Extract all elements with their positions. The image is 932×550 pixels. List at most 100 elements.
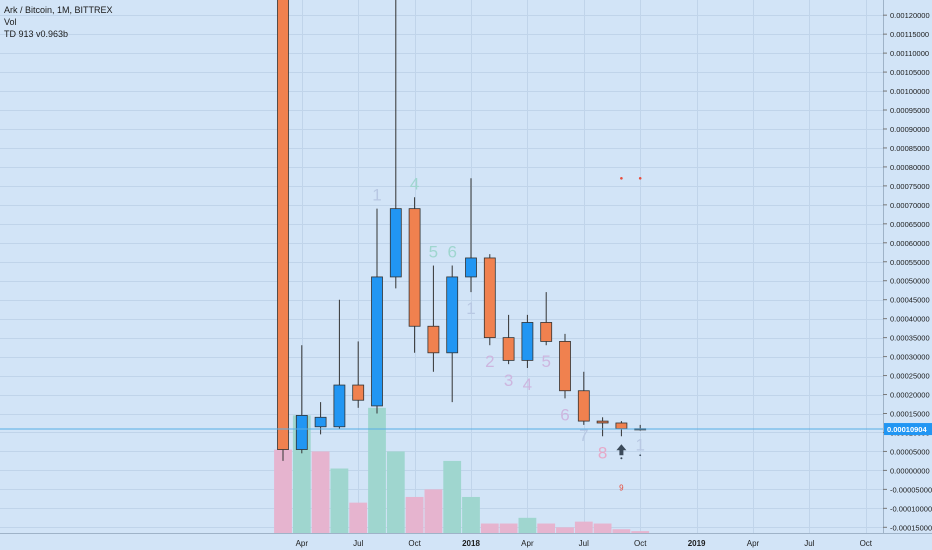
y-tick-label: 0.00000000 <box>890 466 930 475</box>
y-tick-label: 0.00120000 <box>890 11 930 20</box>
td-count-label: 4 <box>523 375 532 394</box>
x-tick-label: Apr <box>747 539 760 548</box>
y-tick-label: 0.00075000 <box>890 182 930 191</box>
volume-bar <box>368 407 386 533</box>
x-tick-label: Oct <box>634 539 647 548</box>
last-price-value: 0.00010904 <box>887 425 927 434</box>
last-price-badge <box>884 423 932 436</box>
td-resistance-dot <box>620 176 623 180</box>
candle-body <box>446 276 459 354</box>
y-tick-label: 0.00030000 <box>890 353 930 362</box>
candle-body <box>540 322 553 342</box>
candle-body <box>333 384 346 428</box>
y-tick-label: 0.00110000 <box>890 49 929 58</box>
y-tick-label: 0.00080000 <box>890 163 930 172</box>
candle-body <box>502 337 515 361</box>
grid-lines <box>0 0 883 533</box>
td-resistance-dot <box>638 176 642 180</box>
y-tick-label: 0.00070000 <box>890 201 930 210</box>
volume-bar <box>537 523 556 533</box>
y-tick-label: 0.00045000 <box>890 296 930 305</box>
td-count-label: 6 <box>560 405 569 424</box>
candle-body <box>427 325 440 354</box>
volume-bar <box>518 517 537 533</box>
volume-bar <box>330 468 349 533</box>
x-tick-label: Apr <box>296 539 309 548</box>
volume-bar <box>574 521 593 533</box>
y-tick-label: 0.00065000 <box>890 220 930 229</box>
volume-bar <box>612 529 631 533</box>
candle-body <box>389 208 402 278</box>
x-tick-label: 2019 <box>688 539 706 548</box>
td-count-label: 1 <box>466 299 475 318</box>
candle-body <box>483 257 496 339</box>
candle-body <box>577 390 590 422</box>
candle-body <box>596 420 609 424</box>
volume-bar <box>462 496 480 533</box>
volume-bar <box>480 523 499 533</box>
td-count-label: 2 <box>485 352 494 371</box>
volume-bar <box>443 460 462 533</box>
candle-body <box>277 0 289 450</box>
candle-body <box>465 257 477 278</box>
candle-body <box>521 322 534 361</box>
td-count-label: 1 <box>372 186 381 205</box>
y-tick-label: -0.00005000 <box>890 485 932 494</box>
y-tick-label: -0.00015000 <box>890 523 932 532</box>
candle-body <box>615 422 628 430</box>
legend-td-indicator: TD 913 v0.963b <box>4 29 69 39</box>
y-tick-label: 0.00020000 <box>890 391 930 400</box>
volume-bar <box>386 451 405 533</box>
y-tick-label: 0.00005000 <box>890 447 930 456</box>
y-tick-label: -0.00010000 <box>890 504 932 513</box>
candle-body <box>295 414 308 450</box>
buy-arrow-icon <box>616 444 627 456</box>
y-tick-label: 0.00060000 <box>890 239 930 248</box>
volume-bar <box>405 496 424 533</box>
volume-bar <box>556 527 574 533</box>
td-count-label: 8 <box>598 443 607 462</box>
td-count-label: 4 <box>410 174 419 193</box>
y-tick-label: 0.00095000 <box>890 106 930 115</box>
candlesticks <box>277 0 647 461</box>
chart-title: Ark / Bitcoin, 1M, BITTREX <box>4 5 113 15</box>
y-tick-label: 0.00055000 <box>890 258 930 267</box>
x-tick-label: Jul <box>579 539 589 548</box>
candle-body <box>408 208 421 327</box>
td-count-label: 5 <box>429 243 438 262</box>
candle-body <box>314 416 327 428</box>
volume-bar <box>424 489 443 533</box>
candle-body <box>352 384 365 401</box>
time-axis[interactable]: Apr Jul Oct 2018 Apr Jul Oct 2019 Apr Jul Oct <box>296 539 873 548</box>
td-count-label: 7 <box>579 426 588 445</box>
td-dot <box>620 457 623 460</box>
volume-bar <box>593 523 612 533</box>
x-tick-label: Jul <box>804 539 814 548</box>
candle-body <box>371 276 383 407</box>
chart-legend: Ark / Bitcoin, 1M, BITTREX Vol TD 913 v0… <box>4 4 113 40</box>
y-tick-label: 0.00115000 <box>890 30 929 39</box>
td-count-label: 5 <box>541 352 550 371</box>
y-tick-label: 0.00085000 <box>890 144 930 153</box>
td-count-label: 6 <box>447 243 456 262</box>
td-dot <box>639 454 642 457</box>
price-axis[interactable]: 0.00120000 0.00115000 0.00110000 0.00105000… <box>883 11 932 532</box>
candle-body <box>559 341 571 392</box>
y-tick-label: 0.00035000 <box>890 334 930 343</box>
volume-bar <box>274 449 292 533</box>
volume-bar <box>631 531 650 533</box>
volume-bar <box>499 523 518 533</box>
td-sequential-labels: 124561234567819 <box>372 174 645 492</box>
x-tick-label: Oct <box>860 539 873 548</box>
y-tick-label: 0.00050000 <box>890 277 930 286</box>
x-tick-label: 2018 <box>462 539 480 548</box>
td-count-label: 3 <box>504 371 513 390</box>
x-tick-label: Oct <box>408 539 421 548</box>
y-tick-label: 0.00040000 <box>890 315 930 324</box>
x-tick-label: Jul <box>353 539 363 548</box>
volume-bar <box>311 451 330 533</box>
y-tick-label: 0.00025000 <box>890 372 930 381</box>
td-count-label: 1 <box>635 436 644 455</box>
legend-volume: Vol <box>4 17 17 27</box>
